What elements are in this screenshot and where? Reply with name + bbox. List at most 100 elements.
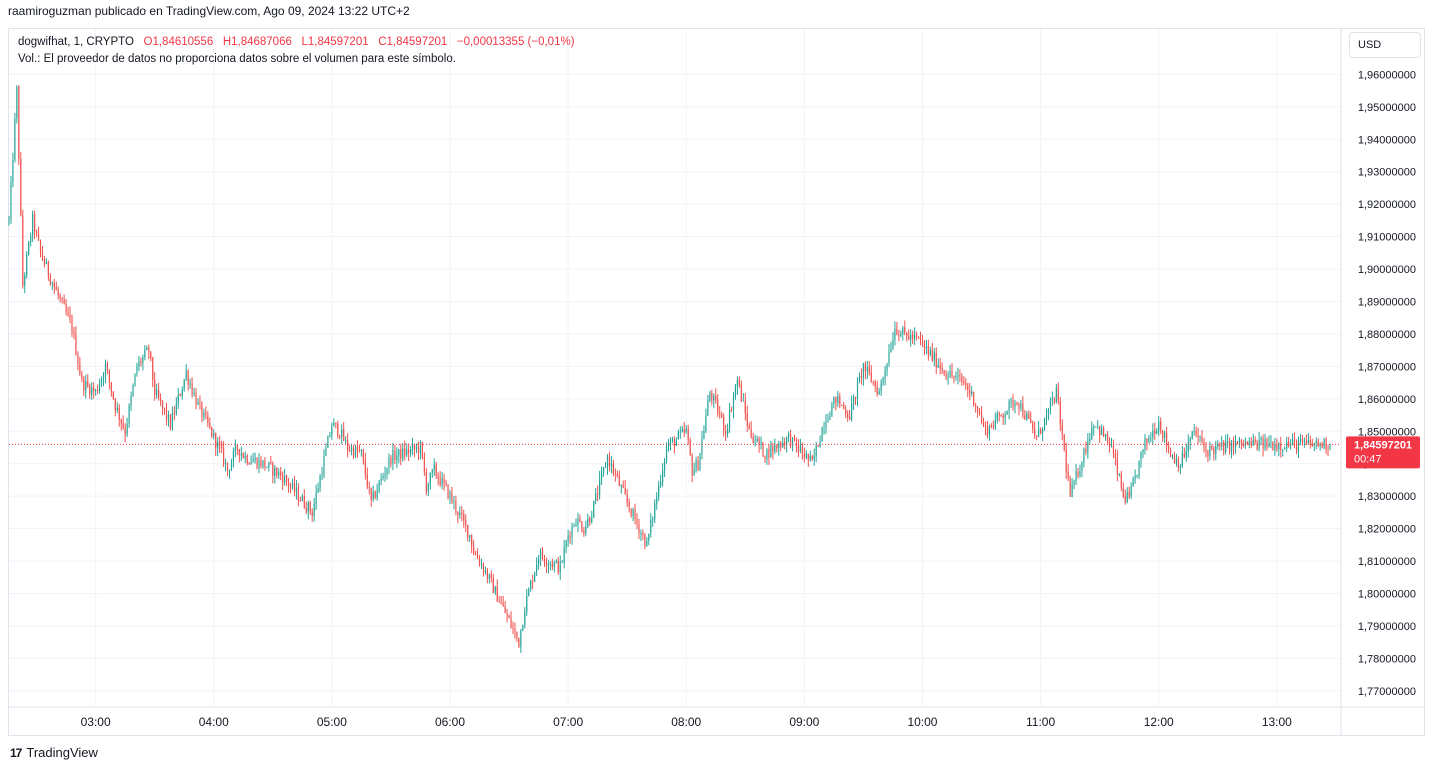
candle-body — [1160, 421, 1162, 432]
candle-body — [539, 551, 542, 559]
candle-body — [646, 540, 648, 547]
candle-body — [140, 361, 142, 363]
candle-body — [110, 382, 112, 392]
candle-body — [252, 460, 254, 463]
candle-body — [1262, 438, 1264, 449]
candle-body — [1053, 399, 1055, 403]
candle-body — [1230, 440, 1233, 453]
candle-body — [370, 487, 372, 500]
candle-body — [1156, 430, 1158, 434]
candle-body — [372, 491, 374, 500]
candle-body — [114, 398, 116, 411]
candle-body — [965, 383, 967, 386]
candle-body — [614, 473, 616, 475]
candle-body — [1254, 439, 1256, 443]
volume-note: Vol.: El proveedor de datos no proporcio… — [18, 53, 456, 65]
candle-body — [1284, 448, 1286, 450]
candle-body — [187, 371, 189, 385]
candle-body — [392, 450, 394, 464]
time-tick-label: 08:00 — [671, 715, 701, 729]
candle-body — [488, 574, 490, 579]
candle-body — [339, 435, 341, 437]
candle-body — [1293, 439, 1296, 441]
candle-body — [634, 509, 636, 520]
candle-body — [1067, 471, 1069, 479]
last-price-value: 1,84597201 — [1354, 439, 1412, 451]
candle-body — [236, 445, 238, 450]
candle-body — [1083, 448, 1085, 463]
candle-body — [612, 463, 614, 474]
candle-body — [1144, 438, 1146, 450]
candle-body — [177, 394, 179, 403]
candle-body — [358, 451, 361, 453]
candle-body — [79, 363, 81, 375]
candle-body — [900, 333, 902, 336]
candle-body — [715, 395, 717, 401]
candle-body — [1038, 428, 1040, 437]
candle-body — [226, 462, 229, 471]
candle-body — [496, 586, 498, 602]
candle-body — [112, 391, 114, 399]
candle-body — [95, 389, 97, 392]
candle-body — [1093, 426, 1095, 428]
candle-body — [1290, 444, 1292, 447]
candle-body — [474, 554, 477, 556]
candle-body — [520, 630, 522, 648]
candle-body — [955, 376, 957, 378]
candle-body — [191, 383, 193, 395]
candle-body — [1126, 492, 1128, 503]
candle-body — [604, 467, 607, 469]
candle-body — [1242, 443, 1244, 446]
candle-body — [992, 426, 994, 428]
candle-body — [622, 485, 624, 488]
candle-body — [1106, 433, 1109, 444]
candle-body — [1238, 439, 1241, 445]
candle-body — [254, 458, 256, 461]
candle-body — [1032, 422, 1034, 429]
candle-body — [927, 346, 929, 355]
candle-body — [138, 361, 140, 367]
candle-body — [451, 492, 453, 502]
candle-body — [1024, 415, 1026, 420]
candle-body — [356, 446, 359, 452]
candle-body — [171, 412, 174, 429]
candle-body — [427, 484, 429, 492]
candle-body — [990, 425, 992, 427]
candle-body — [762, 442, 764, 457]
candle-body — [866, 366, 868, 372]
candle-body — [1057, 387, 1059, 401]
candle-body — [1154, 430, 1156, 434]
candle-body — [335, 422, 337, 424]
candle-body — [1252, 439, 1254, 446]
candle-body — [104, 363, 107, 377]
candle-body — [935, 352, 937, 368]
candle-body — [32, 214, 34, 236]
symbol-label[interactable]: dogwifhat, 1, CRYPTO — [18, 36, 134, 48]
candle-body — [374, 491, 376, 498]
candle-body — [526, 595, 528, 612]
candle-body — [1183, 453, 1185, 458]
candle-body — [1004, 414, 1006, 418]
candle-body — [1299, 439, 1302, 442]
candle-body — [1305, 440, 1307, 444]
candle-body — [476, 554, 479, 560]
candle-body — [327, 436, 329, 448]
candle-body — [685, 428, 687, 433]
candle-body — [181, 389, 183, 396]
currency-button[interactable]: USD — [1349, 32, 1421, 58]
candle-body — [868, 366, 870, 373]
candle-body — [545, 563, 548, 566]
candle-body — [1034, 428, 1036, 436]
candle-body — [1260, 438, 1262, 441]
candle-body — [59, 295, 61, 299]
price-tick-label: 1,95000000 — [1358, 102, 1416, 114]
candle-body — [126, 423, 128, 435]
candle-body — [772, 445, 774, 452]
candle-body — [549, 563, 551, 565]
candle-body — [26, 254, 28, 276]
footer-brand[interactable]: 17 TradingView — [10, 745, 98, 760]
candle-body — [1276, 444, 1278, 450]
candle-body — [467, 524, 469, 538]
candle-body — [813, 456, 815, 460]
